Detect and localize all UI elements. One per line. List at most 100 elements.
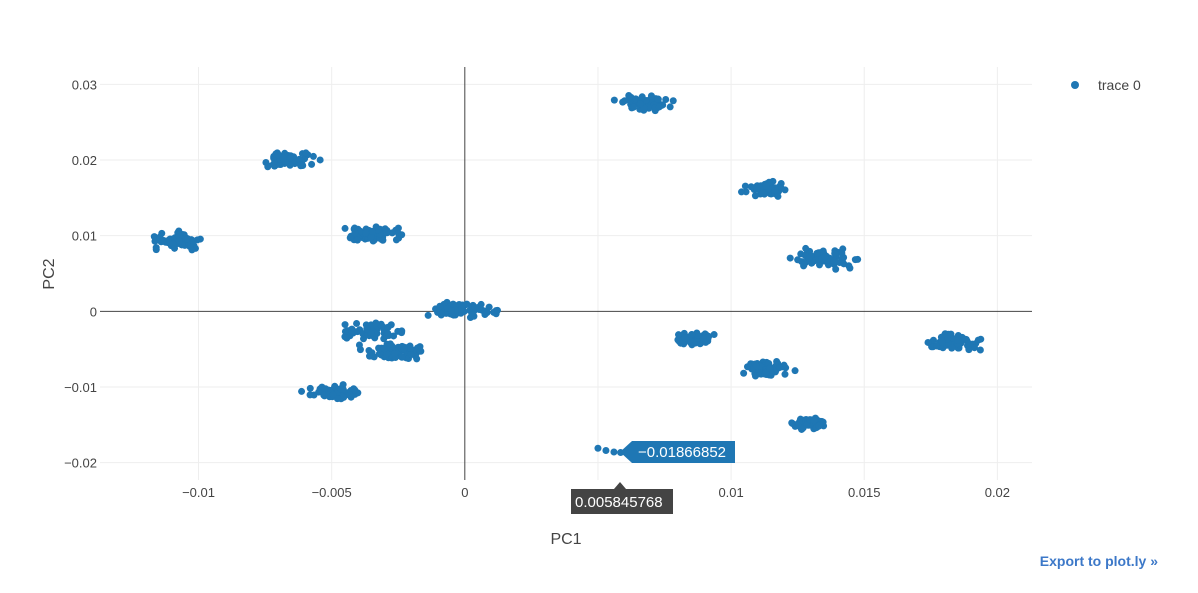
scatter-point[interactable] <box>493 306 501 314</box>
scatter-point[interactable] <box>459 301 467 309</box>
scatter-point[interactable] <box>151 237 159 245</box>
scatter-point[interactable] <box>938 338 946 346</box>
scatter-point[interactable] <box>710 331 718 339</box>
scatter-point[interactable] <box>762 182 770 190</box>
scatter-point[interactable] <box>388 229 396 237</box>
scatter-point[interactable] <box>948 344 956 352</box>
scatter-point[interactable] <box>264 163 272 171</box>
scatter-point[interactable] <box>152 246 160 254</box>
scatter-point[interactable] <box>355 341 363 349</box>
scatter-point[interactable] <box>391 349 399 357</box>
scatter-point[interactable] <box>320 391 328 399</box>
scatter-point[interactable] <box>383 350 391 358</box>
scatter-point[interactable] <box>424 311 432 319</box>
scatter-point[interactable] <box>316 156 324 164</box>
scatter-point[interactable] <box>976 346 984 354</box>
scatter-point[interactable] <box>308 160 316 168</box>
scatter-point[interactable] <box>348 327 356 335</box>
legend[interactable]: trace 0 <box>1071 77 1141 93</box>
scatter-point[interactable] <box>296 161 304 169</box>
scatter-point[interactable] <box>366 352 374 360</box>
scatter-point[interactable] <box>436 302 444 310</box>
scatter-point[interactable] <box>274 151 282 159</box>
scatter-point[interactable] <box>482 309 490 317</box>
scatter-point[interactable] <box>471 304 479 312</box>
scatter-point[interactable] <box>394 224 402 232</box>
scatter-point[interactable] <box>788 419 796 427</box>
scatter-point[interactable] <box>965 346 973 354</box>
scatter-point[interactable] <box>766 364 774 372</box>
scatter-point[interactable] <box>791 367 799 375</box>
scatter-point[interactable] <box>367 233 375 241</box>
scatter-point[interactable] <box>302 149 310 157</box>
scatter-point[interactable] <box>384 329 392 337</box>
scatter-point[interactable] <box>382 229 390 237</box>
scatter-point[interactable] <box>407 350 415 358</box>
scatter-point[interactable] <box>629 103 637 111</box>
scatter-point[interactable] <box>662 95 670 103</box>
scatter-point[interactable] <box>353 319 361 327</box>
scatter-point[interactable] <box>193 236 201 244</box>
scatter-point[interactable] <box>815 422 823 430</box>
scatter-point[interactable] <box>821 253 829 261</box>
scatter-point[interactable] <box>343 334 351 342</box>
scatter-point[interactable] <box>805 254 813 262</box>
scatter-point[interactable] <box>346 391 354 399</box>
scatter-point[interactable] <box>353 328 361 336</box>
scatter-point[interactable] <box>329 391 337 399</box>
scatter-point[interactable] <box>417 347 425 355</box>
scatter-point[interactable] <box>372 319 380 327</box>
scatter-point[interactable] <box>188 246 196 254</box>
scatter-point[interactable] <box>341 224 349 232</box>
scatter-point[interactable] <box>363 325 371 333</box>
scatter-point[interactable] <box>802 244 810 252</box>
scatter-point[interactable] <box>602 447 610 454</box>
scatter-point[interactable] <box>737 188 745 196</box>
scatter-point[interactable] <box>166 239 174 247</box>
scatter-point[interactable] <box>390 332 398 340</box>
scatter-point[interactable] <box>752 362 760 370</box>
scatter-point[interactable] <box>295 155 303 163</box>
scatter-point[interactable] <box>369 227 377 235</box>
scatter-point[interactable] <box>306 391 314 399</box>
scatter-point[interactable] <box>636 100 644 108</box>
scatter-point[interactable] <box>962 335 970 343</box>
scatter-point[interactable] <box>407 345 415 353</box>
scatter-point[interactable] <box>971 344 979 352</box>
scatter-point[interactable] <box>803 421 811 429</box>
export-to-plotly-link[interactable]: Export to plot.ly » <box>1039 553 1158 569</box>
scatter-point[interactable] <box>647 92 655 100</box>
scatter-point[interactable] <box>831 249 839 257</box>
scatter-point[interactable] <box>315 388 323 396</box>
scatter-point[interactable] <box>740 369 748 377</box>
scatter-point[interactable] <box>759 189 767 197</box>
scatter-point[interactable] <box>932 342 940 350</box>
scatter-point[interactable] <box>346 234 354 242</box>
scatter-point[interactable] <box>830 257 838 265</box>
scatter-point[interactable] <box>741 182 749 190</box>
scatter-point[interactable] <box>398 327 406 335</box>
scatter-point[interactable] <box>298 387 306 395</box>
scatter-point[interactable] <box>786 254 794 262</box>
scatter-point[interactable] <box>655 103 663 111</box>
scatter-points[interactable] <box>150 92 985 457</box>
scatter-point[interactable] <box>362 229 370 237</box>
scatter-point[interactable] <box>384 323 392 331</box>
scatter-point[interactable] <box>794 256 802 264</box>
scatter-point[interactable] <box>386 340 394 348</box>
scatter-point[interactable] <box>954 336 962 344</box>
scatter-point[interactable] <box>158 238 166 246</box>
scatter-point[interactable] <box>398 231 406 239</box>
scatter-point[interactable] <box>353 236 361 244</box>
scatter-point[interactable] <box>666 103 674 111</box>
scatter-point[interactable] <box>434 308 442 316</box>
scatter-point[interactable] <box>320 386 328 394</box>
scatter-point[interactable] <box>810 417 818 425</box>
scatter-point[interactable] <box>753 185 761 193</box>
scatter-point[interactable] <box>356 227 364 235</box>
scatter-point[interactable] <box>813 249 821 257</box>
scatter-point[interactable] <box>924 338 932 346</box>
scatter-point[interactable] <box>832 265 840 273</box>
scatter-point[interactable] <box>977 335 985 343</box>
scatter-point[interactable] <box>610 448 618 456</box>
